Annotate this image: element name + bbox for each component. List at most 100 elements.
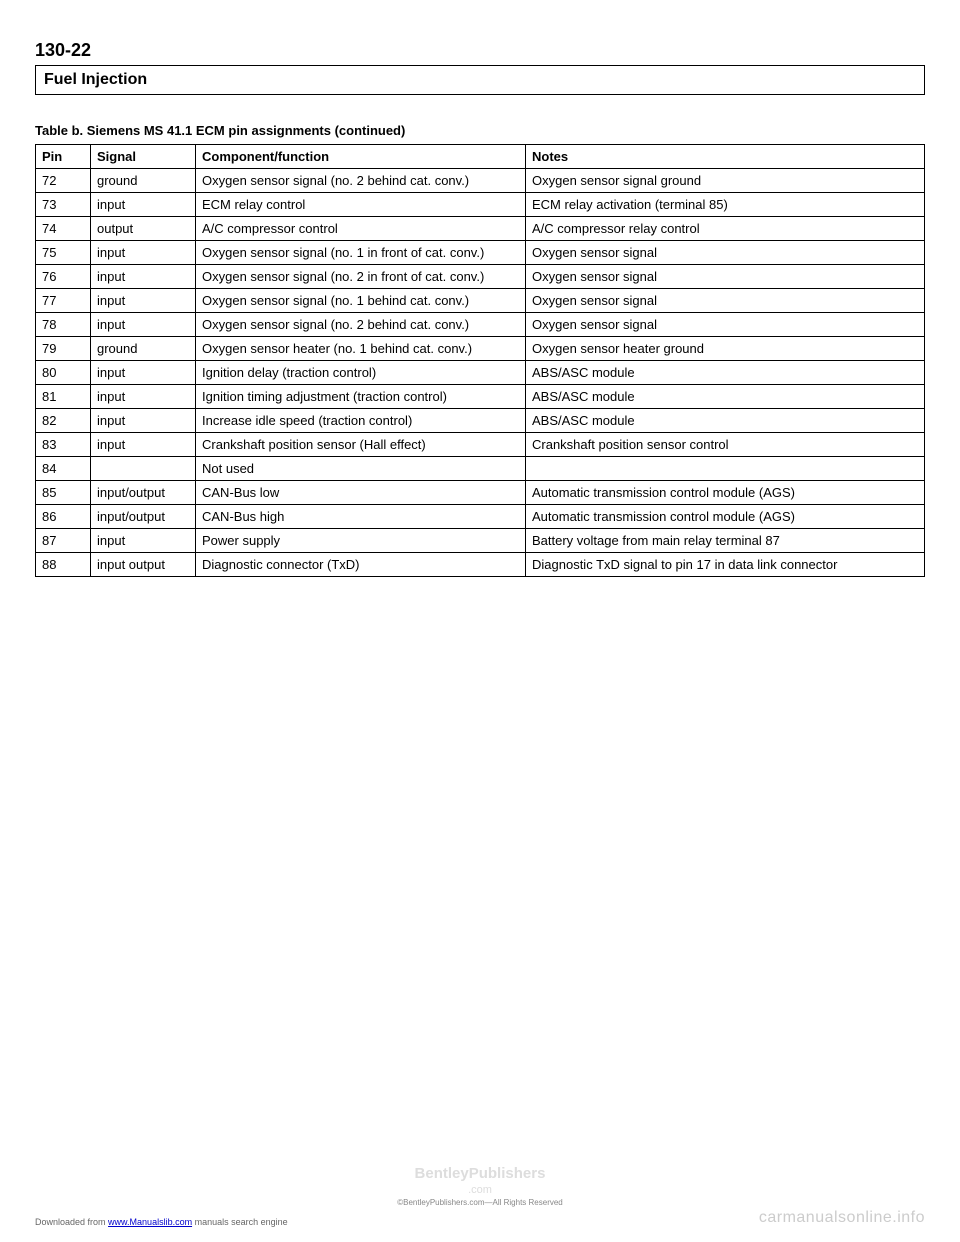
table-cell: 73 xyxy=(36,193,91,217)
table-cell: Oxygen sensor signal xyxy=(526,241,925,265)
table-cell: input xyxy=(91,313,196,337)
table-cell: 87 xyxy=(36,529,91,553)
watermark-sub: .com xyxy=(35,1184,925,1196)
table-cell: Ignition timing adjustment (traction con… xyxy=(196,385,526,409)
watermark-text: BentleyPublishers xyxy=(35,1165,925,1182)
table-row: 77inputOxygen sensor signal (no. 1 behin… xyxy=(36,289,925,313)
table-cell: Oxygen sensor signal xyxy=(526,265,925,289)
table-cell: 86 xyxy=(36,505,91,529)
col-header-notes: Notes xyxy=(526,145,925,169)
table-cell: ground xyxy=(91,337,196,361)
table-row: 75inputOxygen sensor signal (no. 1 in fr… xyxy=(36,241,925,265)
table-cell: Increase idle speed (traction control) xyxy=(196,409,526,433)
table-cell: Oxygen sensor heater ground xyxy=(526,337,925,361)
table-cell: Crankshaft position sensor control xyxy=(526,433,925,457)
table-row: 73inputECM relay controlECM relay activa… xyxy=(36,193,925,217)
footer-link[interactable]: www.Manualslib.com xyxy=(108,1217,192,1227)
table-cell: 81 xyxy=(36,385,91,409)
table-cell: 76 xyxy=(36,265,91,289)
table-cell: Not used xyxy=(196,457,526,481)
table-cell: 84 xyxy=(36,457,91,481)
table-header-row: Pin Signal Component/function Notes xyxy=(36,145,925,169)
table-cell: input xyxy=(91,529,196,553)
table-cell: 85 xyxy=(36,481,91,505)
table-cell: ABS/ASC module xyxy=(526,409,925,433)
table-row: 79groundOxygen sensor heater (no. 1 behi… xyxy=(36,337,925,361)
table-cell: ECM relay control xyxy=(196,193,526,217)
table-cell: ABS/ASC module xyxy=(526,361,925,385)
table-row: 76inputOxygen sensor signal (no. 2 in fr… xyxy=(36,265,925,289)
col-header-signal: Signal xyxy=(91,145,196,169)
page-number: 130-22 xyxy=(35,40,925,61)
table-cell: Ignition delay (traction control) xyxy=(196,361,526,385)
table-cell: input xyxy=(91,361,196,385)
table-cell: input xyxy=(91,193,196,217)
table-cell: input xyxy=(91,385,196,409)
table-cell: A/C compressor relay control xyxy=(526,217,925,241)
table-cell: Oxygen sensor signal (no. 2 in front of … xyxy=(196,265,526,289)
table-cell: Diagnostic TxD signal to pin 17 in data … xyxy=(526,553,925,577)
table-cell: ground xyxy=(91,169,196,193)
table-row: 74outputA/C compressor controlA/C compre… xyxy=(36,217,925,241)
pin-assignments-table: Pin Signal Component/function Notes 72gr… xyxy=(35,144,925,577)
table-cell: Oxygen sensor signal ground xyxy=(526,169,925,193)
table-cell: input xyxy=(91,265,196,289)
table-row: 88input outputDiagnostic connector (TxD)… xyxy=(36,553,925,577)
table-cell: ECM relay activation (terminal 85) xyxy=(526,193,925,217)
page-footer: BentleyPublishers .com ©BentleyPublisher… xyxy=(35,1165,925,1227)
table-cell: input xyxy=(91,241,196,265)
table-cell xyxy=(526,457,925,481)
table-cell: 77 xyxy=(36,289,91,313)
section-title: Fuel Injection xyxy=(44,71,147,88)
table-cell: ABS/ASC module xyxy=(526,385,925,409)
table-cell: CAN-Bus high xyxy=(196,505,526,529)
table-row: 78inputOxygen sensor signal (no. 2 behin… xyxy=(36,313,925,337)
col-header-pin: Pin xyxy=(36,145,91,169)
table-cell: Diagnostic connector (TxD) xyxy=(196,553,526,577)
table-cell: Battery voltage from main relay terminal… xyxy=(526,529,925,553)
table-cell: Crankshaft position sensor (Hall effect) xyxy=(196,433,526,457)
table-cell: A/C compressor control xyxy=(196,217,526,241)
table-cell: Oxygen sensor signal (no. 1 in front of … xyxy=(196,241,526,265)
table-cell: Oxygen sensor heater (no. 1 behind cat. … xyxy=(196,337,526,361)
table-cell: input xyxy=(91,433,196,457)
table-cell: 72 xyxy=(36,169,91,193)
section-header: Fuel Injection xyxy=(35,65,925,95)
col-header-component: Component/function xyxy=(196,145,526,169)
table-cell: input xyxy=(91,289,196,313)
table-cell: 79 xyxy=(36,337,91,361)
table-row: 72groundOxygen sensor signal (no. 2 behi… xyxy=(36,169,925,193)
table-cell: Oxygen sensor signal xyxy=(526,289,925,313)
table-cell: input output xyxy=(91,553,196,577)
table-cell: 82 xyxy=(36,409,91,433)
table-row: 82inputIncrease idle speed (traction con… xyxy=(36,409,925,433)
footer-right: carmanualsonline.info xyxy=(759,1209,925,1227)
table-cell: 88 xyxy=(36,553,91,577)
table-cell: 83 xyxy=(36,433,91,457)
table-cell: Oxygen sensor signal (no. 2 behind cat. … xyxy=(196,169,526,193)
footer-left-prefix: Downloaded from xyxy=(35,1217,108,1227)
table-cell xyxy=(91,457,196,481)
table-cell: Automatic transmission control module (A… xyxy=(526,505,925,529)
table-caption: Table b. Siemens MS 41.1 ECM pin assignm… xyxy=(35,123,925,138)
table-cell: 78 xyxy=(36,313,91,337)
table-row: 85input/outputCAN-Bus lowAutomatic trans… xyxy=(36,481,925,505)
table-cell: Oxygen sensor signal (no. 2 behind cat. … xyxy=(196,313,526,337)
table-cell: Automatic transmission control module (A… xyxy=(526,481,925,505)
table-row: 83inputCrankshaft position sensor (Hall … xyxy=(36,433,925,457)
table-cell: input/output xyxy=(91,505,196,529)
table-cell: 74 xyxy=(36,217,91,241)
table-row: 87inputPower supplyBattery voltage from … xyxy=(36,529,925,553)
table-cell: Power supply xyxy=(196,529,526,553)
table-cell: 75 xyxy=(36,241,91,265)
table-cell: Oxygen sensor signal (no. 1 behind cat. … xyxy=(196,289,526,313)
table-cell: output xyxy=(91,217,196,241)
footer-left-suffix: manuals search engine xyxy=(192,1217,288,1227)
table-cell: Oxygen sensor signal xyxy=(526,313,925,337)
footer-left: Downloaded from www.Manualslib.com manua… xyxy=(35,1217,288,1227)
table-cell: 80 xyxy=(36,361,91,385)
table-cell: CAN-Bus low xyxy=(196,481,526,505)
table-row: 84 Not used xyxy=(36,457,925,481)
table-cell: input xyxy=(91,409,196,433)
table-row: 80inputIgnition delay (traction control)… xyxy=(36,361,925,385)
